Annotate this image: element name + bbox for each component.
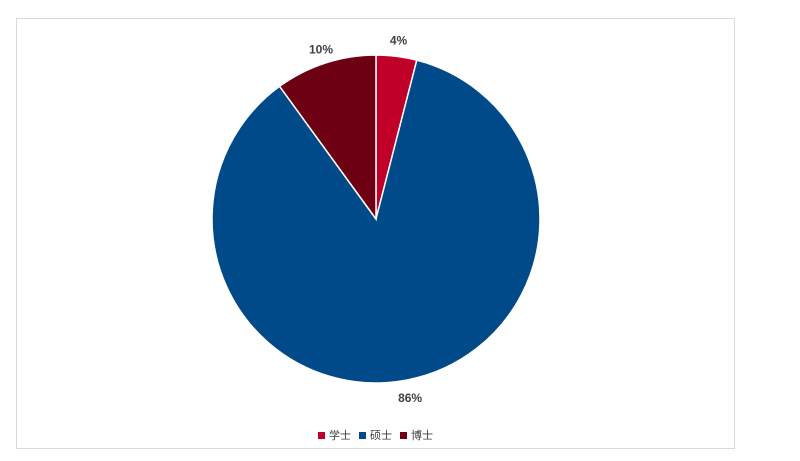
legend-swatch-1	[318, 431, 325, 439]
data-label-1: 4%	[390, 33, 408, 47]
legend-label-3: 博士	[411, 429, 433, 442]
legend-label-1: 学士	[329, 429, 351, 442]
data-label-3: 10%	[309, 43, 333, 57]
pie-chart: 4% 86% 10%	[211, 33, 541, 405]
chart-area: 4% 86% 10% 学士 硕士 博士	[16, 18, 735, 449]
pie-slice-3	[278, 54, 377, 222]
legend-label-2: 硕士	[370, 429, 392, 442]
chart-legend: 学士 硕士 博士	[17, 427, 734, 443]
legend-item-1: 学士	[318, 427, 351, 443]
legend-swatch-3	[400, 431, 407, 439]
pie-slice-2	[211, 59, 541, 384]
legend-item-3: 博士	[400, 427, 433, 443]
data-label-2: 86%	[398, 391, 422, 405]
legend-swatch-2	[359, 431, 366, 439]
legend-item-2: 硕士	[359, 427, 392, 443]
